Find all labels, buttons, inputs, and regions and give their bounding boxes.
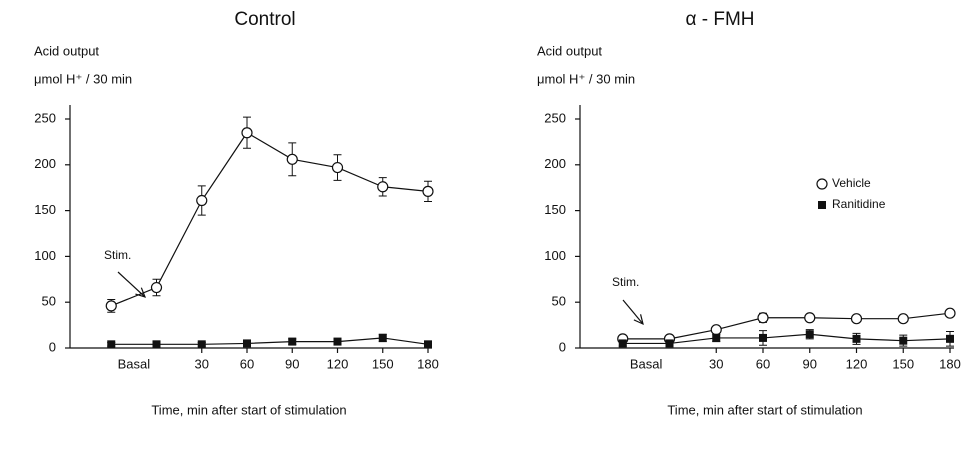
x-axis-label: Time, min after start of stimulation	[151, 402, 346, 417]
x-tick-label: 150	[892, 356, 914, 371]
data-point	[757, 312, 769, 324]
y-tick-label: 0	[49, 339, 56, 354]
data-point	[804, 312, 816, 324]
annotation: Stim.	[612, 275, 639, 289]
x-tick-label: 180	[939, 356, 961, 371]
data-point	[710, 324, 722, 336]
data-point	[378, 333, 387, 342]
data-point	[899, 336, 908, 345]
series-line	[111, 337, 429, 345]
y-tick-label: 100	[544, 248, 566, 263]
y-axis-label: μmol H⁺ / 30 min	[34, 71, 132, 86]
x-tick-label: 120	[327, 356, 349, 371]
data-point	[424, 340, 432, 349]
series-line	[111, 131, 429, 307]
y-axis-label: Acid output	[537, 43, 602, 58]
x-tick-label: 30	[195, 356, 209, 371]
x-axis-label: Time, min after start of stimulation	[667, 402, 862, 417]
data-point	[286, 153, 298, 165]
data-point	[946, 334, 954, 343]
data-point	[288, 337, 297, 346]
data-point	[196, 194, 208, 207]
data-point	[152, 340, 161, 349]
annotation: Stim.	[104, 248, 131, 262]
annotation-arrow	[622, 299, 644, 325]
data-point	[331, 161, 344, 174]
y-tick-label: 200	[544, 156, 566, 171]
x-tick-label: 150	[372, 356, 394, 371]
x-tick-label: 90	[285, 356, 299, 371]
series-line	[622, 312, 951, 340]
data-point	[107, 340, 116, 349]
legend-marker	[816, 178, 828, 190]
legend-marker	[818, 201, 826, 209]
y-tick-label: 150	[34, 202, 56, 217]
y-tick-label: 250	[34, 110, 56, 125]
x-tick-label: 180	[417, 356, 439, 371]
data-point	[150, 281, 163, 294]
data-point	[850, 313, 863, 325]
data-point	[105, 300, 117, 312]
data-point	[243, 339, 251, 348]
data-point	[422, 185, 434, 197]
y-tick-label: 100	[34, 248, 56, 263]
legend-label: Ranitidine	[832, 197, 886, 211]
data-point	[665, 339, 674, 348]
y-tick-label: 150	[544, 202, 566, 217]
data-point	[197, 340, 206, 349]
x-tick-label: 60	[240, 356, 254, 371]
data-point	[897, 313, 909, 325]
x-tick-label: 60	[756, 356, 770, 371]
legend-label: Vehicle	[832, 176, 871, 190]
x-tick-label: 30	[709, 356, 723, 371]
data-point	[618, 339, 627, 348]
y-tick-label: 50	[42, 294, 56, 309]
arrow-head	[633, 314, 644, 326]
data-point	[852, 334, 861, 343]
x-annotation: Basal	[118, 356, 151, 371]
y-tick-label: 250	[544, 110, 566, 125]
data-point	[333, 337, 342, 346]
y-axis-label: Acid output	[34, 43, 99, 58]
y-tick-label: 50	[552, 294, 566, 309]
chart-title: Control	[234, 9, 295, 30]
x-tick-label: 90	[803, 356, 817, 371]
data-point	[712, 333, 721, 342]
y-tick-label: 0	[559, 339, 566, 354]
data-point	[241, 127, 253, 139]
series-line	[622, 333, 951, 345]
annotation-arrow	[117, 271, 146, 298]
data-point	[944, 307, 956, 319]
chart-title: α - FMH	[685, 9, 754, 30]
x-tick-label: 120	[846, 356, 868, 371]
data-point	[759, 333, 767, 342]
data-point	[805, 330, 814, 339]
y-axis-label: μmol H⁺ / 30 min	[537, 71, 635, 86]
y-tick-label: 200	[34, 156, 56, 171]
data-point	[377, 181, 389, 193]
x-annotation: Basal	[630, 356, 663, 371]
